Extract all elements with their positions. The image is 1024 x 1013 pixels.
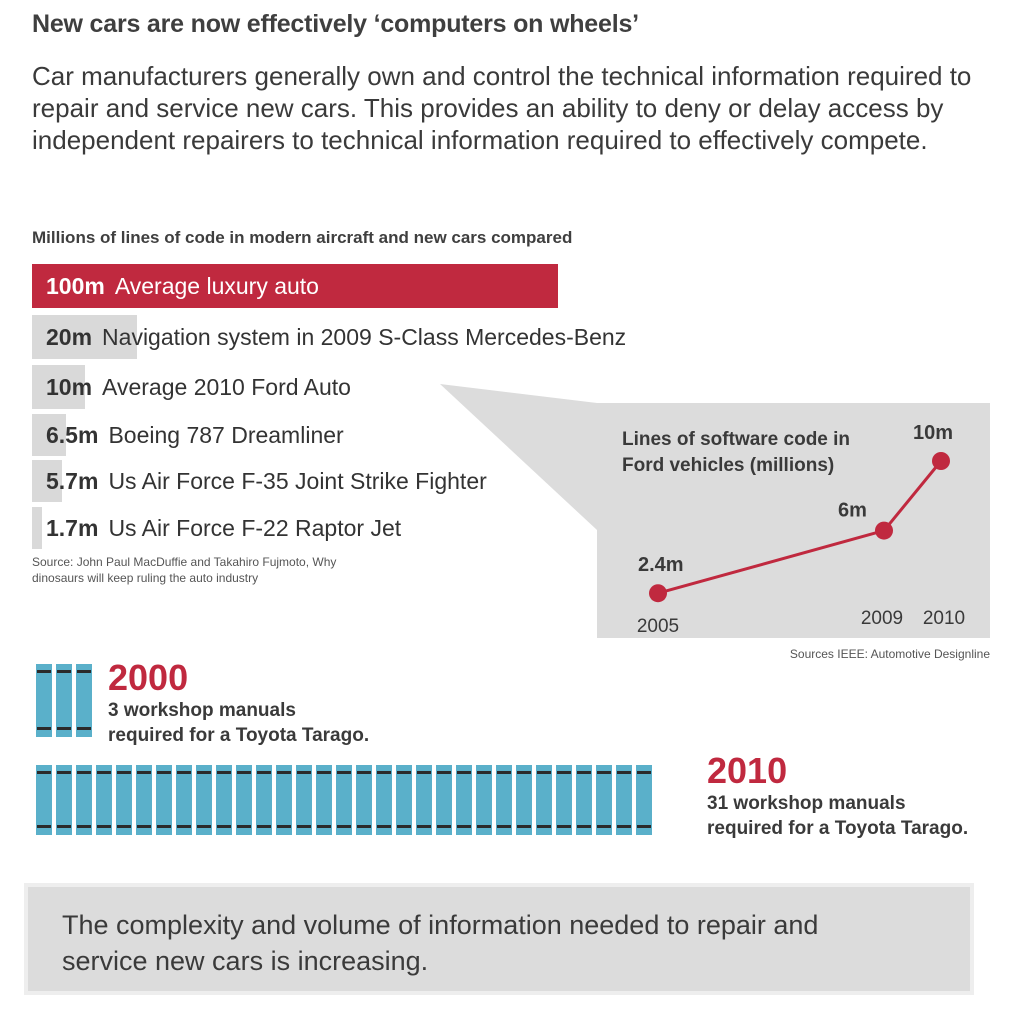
bar-value-label: 20m <box>46 323 93 350</box>
bar-chart-source-text: Source: John Paul MacDuffie and Takahiro… <box>32 555 337 585</box>
bar <box>32 315 138 359</box>
year-2000-description: 3 workshop manuals required for a Toyota… <box>108 698 369 748</box>
callout-pointer <box>440 384 597 530</box>
data-value-label: 10m <box>913 422 953 444</box>
data-value-label: 6m <box>838 500 867 522</box>
manual-icon <box>116 765 132 835</box>
line-chart-source: Sources IEEE: Automotive Designline <box>789 647 990 661</box>
bar-row: 6.5m Boeing 787 Dreamliner <box>32 414 732 456</box>
bar-chart-title: Millions of lines of code in modern airc… <box>32 228 573 247</box>
manual-icon <box>336 765 352 835</box>
bar-row: 10m Average 2010 Ford Auto <box>32 365 732 409</box>
manuals-2000-stack <box>36 664 92 737</box>
callout-triangle <box>440 384 597 530</box>
bar-label: 5.7m Us Air Force F-35 Joint Strike Fight… <box>46 460 487 502</box>
manual-icon <box>516 765 532 835</box>
year-2010: 2010 <box>707 750 788 791</box>
manual-icon <box>436 765 452 835</box>
year-2000-line1: 3 workshop manuals <box>108 700 296 721</box>
x-tick-label: 2009 <box>861 608 903 629</box>
year-2000: 2000 <box>108 657 189 698</box>
manual-icon <box>356 765 372 835</box>
bar-category-label: Navigation system in 2009 S-Class Merced… <box>102 323 627 350</box>
manual-icon <box>556 765 572 835</box>
intro-paragraph: Car manufacturers generally own and cont… <box>32 61 972 155</box>
bar <box>32 365 85 409</box>
manual-icon <box>296 765 312 835</box>
bar-chart-source: Source: John Paul MacDuffie and Takahiro… <box>32 554 352 586</box>
bar-label: 6.5m Boeing 787 Dreamliner <box>46 414 344 456</box>
line-chart-title: Lines of software code in Ford vehicles … <box>622 429 851 476</box>
bar-category-label: Us Air Force F-35 Joint Strike Fighter <box>108 467 487 494</box>
bar-category-label: Average 2010 Ford Auto <box>102 373 351 400</box>
manual-icon <box>476 765 492 835</box>
manual-icon <box>56 664 72 737</box>
manual-icon <box>176 765 192 835</box>
manual-icon <box>36 765 52 835</box>
conclusion-text: The complexity and volume of information… <box>62 910 819 976</box>
manual-icon <box>216 765 232 835</box>
manual-icon <box>376 765 392 835</box>
manual-icon <box>416 765 432 835</box>
manual-icon <box>96 765 112 835</box>
manual-icon <box>196 765 212 835</box>
year-2010-description: 31 workshop manuals required for a Toyot… <box>707 791 968 841</box>
manual-icon <box>76 664 92 737</box>
data-point <box>875 521 893 540</box>
bar-category-label: Average luxury auto <box>114 272 319 299</box>
bar-label: 20m Navigation system in 2009 S-Class Mer… <box>46 315 626 359</box>
year-2010-line2: required for a Toyota Tarago. <box>707 818 969 839</box>
bar-category-label: Boeing 787 Dreamliner <box>108 421 344 448</box>
manual-icon <box>576 765 592 835</box>
bar <box>32 507 42 549</box>
manual-icon <box>616 765 632 835</box>
data-value-label: 2.4m <box>638 554 684 576</box>
manual-icon <box>76 765 92 835</box>
x-tick-label: 2010 <box>923 608 965 629</box>
conclusion-box: The complexity and volume of information… <box>24 883 974 995</box>
manual-icon <box>536 765 552 835</box>
manual-icon <box>36 664 52 737</box>
bar-row: 1.7m Us Air Force F-22 Raptor Jet <box>32 507 732 549</box>
year-2000-line2: required for a Toyota Tarago. <box>108 725 370 746</box>
bar-row: 5.7m Us Air Force F-35 Joint Strike Fight… <box>32 460 732 502</box>
manual-icon <box>256 765 272 835</box>
manual-icon <box>456 765 472 835</box>
manual-icon <box>236 765 252 835</box>
bar-value-label: 1.7m <box>46 514 99 541</box>
bar <box>32 414 67 456</box>
bar <box>32 460 62 502</box>
manual-icon <box>596 765 612 835</box>
bar-label: 10m Average 2010 Ford Auto <box>46 365 351 409</box>
headline: New cars are now effectively ‘computers … <box>32 10 639 38</box>
bar <box>32 264 558 308</box>
year-2010-line1: 31 workshop manuals <box>707 793 906 814</box>
bar-label: 1.7m Us Air Force F-22 Raptor Jet <box>46 507 401 549</box>
manual-icon <box>316 765 332 835</box>
bar-value-label: 10m <box>46 373 93 400</box>
manual-icon <box>276 765 292 835</box>
bar-category-label: Us Air Force F-22 Raptor Jet <box>108 514 402 541</box>
bar-value-label: 100m <box>46 272 105 299</box>
bar-row: 100m Average luxury auto <box>32 264 732 308</box>
bar-value-label: 6.5m <box>46 421 99 448</box>
bar-label: 100m Average luxury auto <box>46 264 319 308</box>
manual-icon <box>636 765 652 835</box>
data-point <box>932 452 950 470</box>
bar-row: 20m Navigation system in 2009 S-Class Mer… <box>32 315 732 359</box>
ford-inset-panel: Lines of software code in Ford vehicles … <box>597 403 990 638</box>
manual-icon <box>156 765 172 835</box>
series-line <box>657 460 943 595</box>
bar-value-label: 5.7m <box>46 467 99 494</box>
line-chart: 2.4m 2005 6m 2009 10m 2010 <box>637 422 965 637</box>
manuals-2010-stack <box>36 765 652 835</box>
data-point <box>649 584 667 603</box>
manual-icon <box>136 765 152 835</box>
manual-icon <box>496 765 512 835</box>
manual-icon <box>56 765 72 835</box>
bar-chart: 100m Average luxury auto 20m Navigation sys… <box>32 264 732 549</box>
manual-icon <box>396 765 412 835</box>
x-tick-label: 2005 <box>637 616 679 637</box>
